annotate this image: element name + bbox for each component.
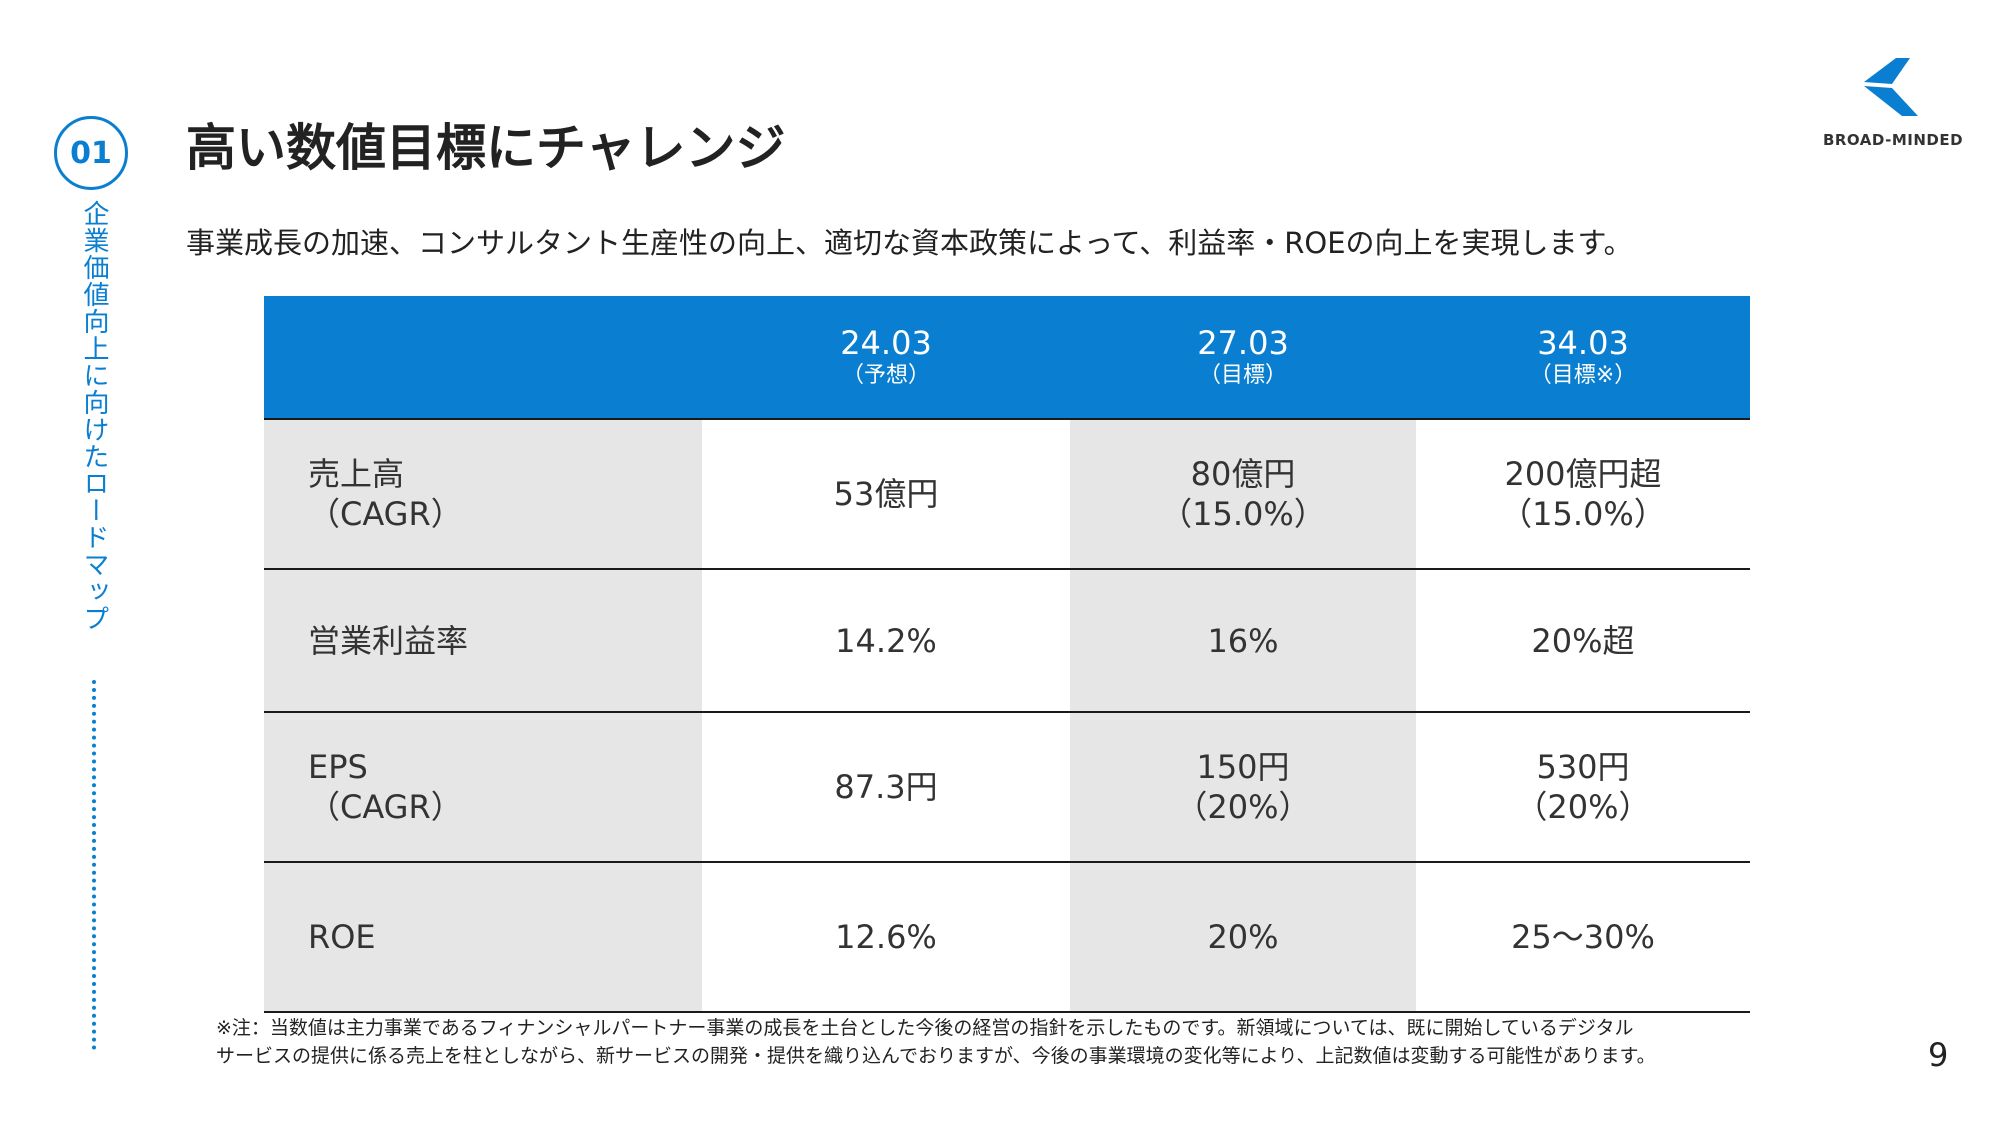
table-row-sales: 売上高 （CAGR） 53億円 80億円 （15.0%） 200億円超 （15.…	[264, 420, 1750, 570]
header-year: 24.03	[840, 324, 932, 362]
table-cell: 25～30%	[1416, 863, 1750, 1011]
row-label-line: EPS	[308, 748, 368, 786]
cell-subvalue: （20%）	[1175, 788, 1311, 826]
cell-value: 12.6%	[835, 918, 937, 956]
row-label: 売上高 （CAGR）	[264, 420, 702, 568]
logo-text: BROAD-MINDED	[1822, 131, 1964, 149]
lead-text: 事業成長の加速、コンサルタント生産性の向上、適切な資本政策によって、利益率・RO…	[186, 226, 1633, 260]
table-cell: 80億円 （15.0%）	[1070, 420, 1416, 568]
cell-value: 80億円	[1190, 455, 1296, 493]
table-cell: 87.3円	[702, 713, 1070, 861]
footnote-line: ※注：当数値は主力事業であるフィナンシャルパートナー事業の成長を土台とした今後の…	[216, 1017, 1634, 1039]
cell-subvalue: （15.0%）	[1500, 495, 1666, 533]
cell-value: 25～30%	[1511, 918, 1655, 956]
table-cell: 53億円	[702, 420, 1070, 568]
cell-value: 20%	[1207, 918, 1279, 956]
table-cell: 16%	[1070, 570, 1416, 711]
row-label: ROE	[264, 863, 702, 1011]
cell-subvalue: （15.0%）	[1160, 495, 1326, 533]
row-label-line: （CAGR）	[308, 788, 463, 826]
cell-value: 53億円	[833, 475, 939, 513]
company-logo: BROAD-MINDED	[1818, 52, 1968, 152]
footnote-line: サービスの提供に係る売上を柱としながら、新サービスの開発・提供を織り込んでおりま…	[216, 1045, 1656, 1067]
brand-k-mark-icon	[1864, 58, 1918, 116]
table-cell: 150円 （20%）	[1070, 713, 1416, 861]
header-year: 27.03	[1197, 324, 1289, 362]
cell-subvalue: （20%）	[1515, 788, 1651, 826]
section-label: 企業価値向上に向けたロードマップ	[79, 200, 109, 632]
table-cell: 200億円超 （15.0%）	[1416, 420, 1750, 568]
cell-value: 87.3円	[834, 768, 938, 806]
page-number: 9	[1928, 1036, 1949, 1074]
row-label: 営業利益率	[264, 570, 702, 711]
section-dotted-line	[92, 680, 96, 1050]
table-header-row: 24.03 （予想） 27.03 （目標） 34.03 （目標※）	[264, 296, 1750, 420]
table-row-operating-margin: 営業利益率 14.2% 16% 20%超	[264, 570, 1750, 713]
header-note: （目標※）	[1529, 363, 1637, 388]
footnote: ※注：当数値は主力事業であるフィナンシャルパートナー事業の成長を土台とした今後の…	[216, 1014, 1656, 1070]
header-empty-cell	[264, 296, 702, 418]
table-row-eps: EPS （CAGR） 87.3円 150円 （20%） 530円 （20%）	[264, 713, 1750, 863]
row-label-line: 売上高	[308, 455, 405, 493]
header-note: （予想）	[841, 363, 930, 388]
cell-value: 530円	[1536, 748, 1630, 786]
cell-value: 20%超	[1531, 621, 1635, 660]
table-cell: 530円 （20%）	[1416, 713, 1750, 861]
section-number: 01	[70, 135, 112, 171]
table-cell: 20%超	[1416, 570, 1750, 711]
table-row-roe: ROE 12.6% 20% 25～30%	[264, 863, 1750, 1013]
kpi-target-table: 24.03 （予想） 27.03 （目標） 34.03 （目標※） 売上高 （C…	[264, 296, 1750, 1013]
header-cell: 34.03 （目標※）	[1416, 296, 1750, 418]
header-cell: 27.03 （目標）	[1070, 296, 1416, 418]
cell-value: 16%	[1207, 621, 1279, 660]
row-label-line: （CAGR）	[308, 495, 463, 533]
cell-value: 200億円超	[1504, 455, 1662, 493]
table-cell: 12.6%	[702, 863, 1070, 1011]
header-note: （目標）	[1198, 363, 1287, 388]
table-cell: 20%	[1070, 863, 1416, 1011]
header-cell: 24.03 （予想）	[702, 296, 1070, 418]
page-title: 高い数値目標にチャレンジ	[186, 119, 786, 177]
table-cell: 14.2%	[702, 570, 1070, 711]
section-number-badge: 01	[54, 116, 128, 190]
row-label-line: 営業利益率	[308, 621, 469, 660]
row-label: EPS （CAGR）	[264, 713, 702, 861]
header-year: 34.03	[1537, 324, 1629, 362]
cell-value: 14.2%	[835, 621, 937, 660]
row-label-line: ROE	[308, 918, 376, 956]
cell-value: 150円	[1196, 748, 1290, 786]
